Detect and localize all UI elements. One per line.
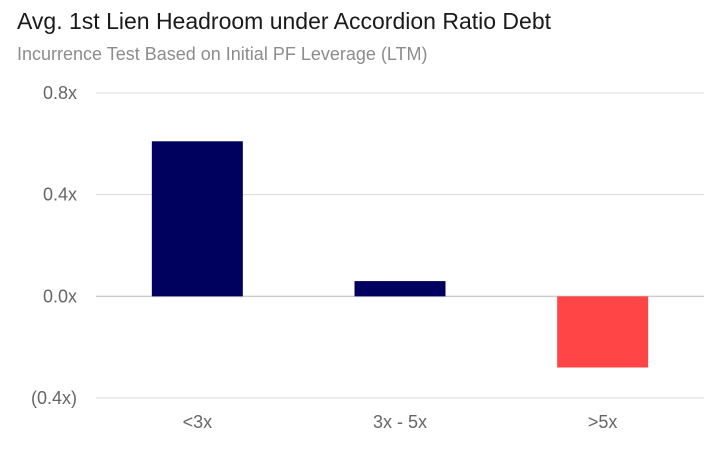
bar <box>354 281 446 297</box>
y-tick-label: 0.0x <box>43 286 77 306</box>
bar <box>557 296 649 368</box>
x-axis-tick-labels: <3x 3x - 5x >5x <box>183 412 618 432</box>
x-tick-label: <3x <box>183 412 213 432</box>
bar <box>151 141 243 297</box>
x-tick-label: >5x <box>588 412 618 432</box>
bars <box>151 141 649 368</box>
chart-title: Avg. 1st Lien Headroom under Accordion R… <box>17 8 551 34</box>
y-tick-label: 0.4x <box>43 185 77 205</box>
y-axis-tick-labels: 0.8x 0.4x 0.0x (0.4x) <box>31 83 77 408</box>
y-tick-label: 0.8x <box>43 83 77 103</box>
chart-subtitle: Incurrence Test Based on Initial PF Leve… <box>17 44 428 64</box>
y-tick-label: (0.4x) <box>31 388 77 408</box>
x-tick-label: 3x - 5x <box>373 412 427 432</box>
